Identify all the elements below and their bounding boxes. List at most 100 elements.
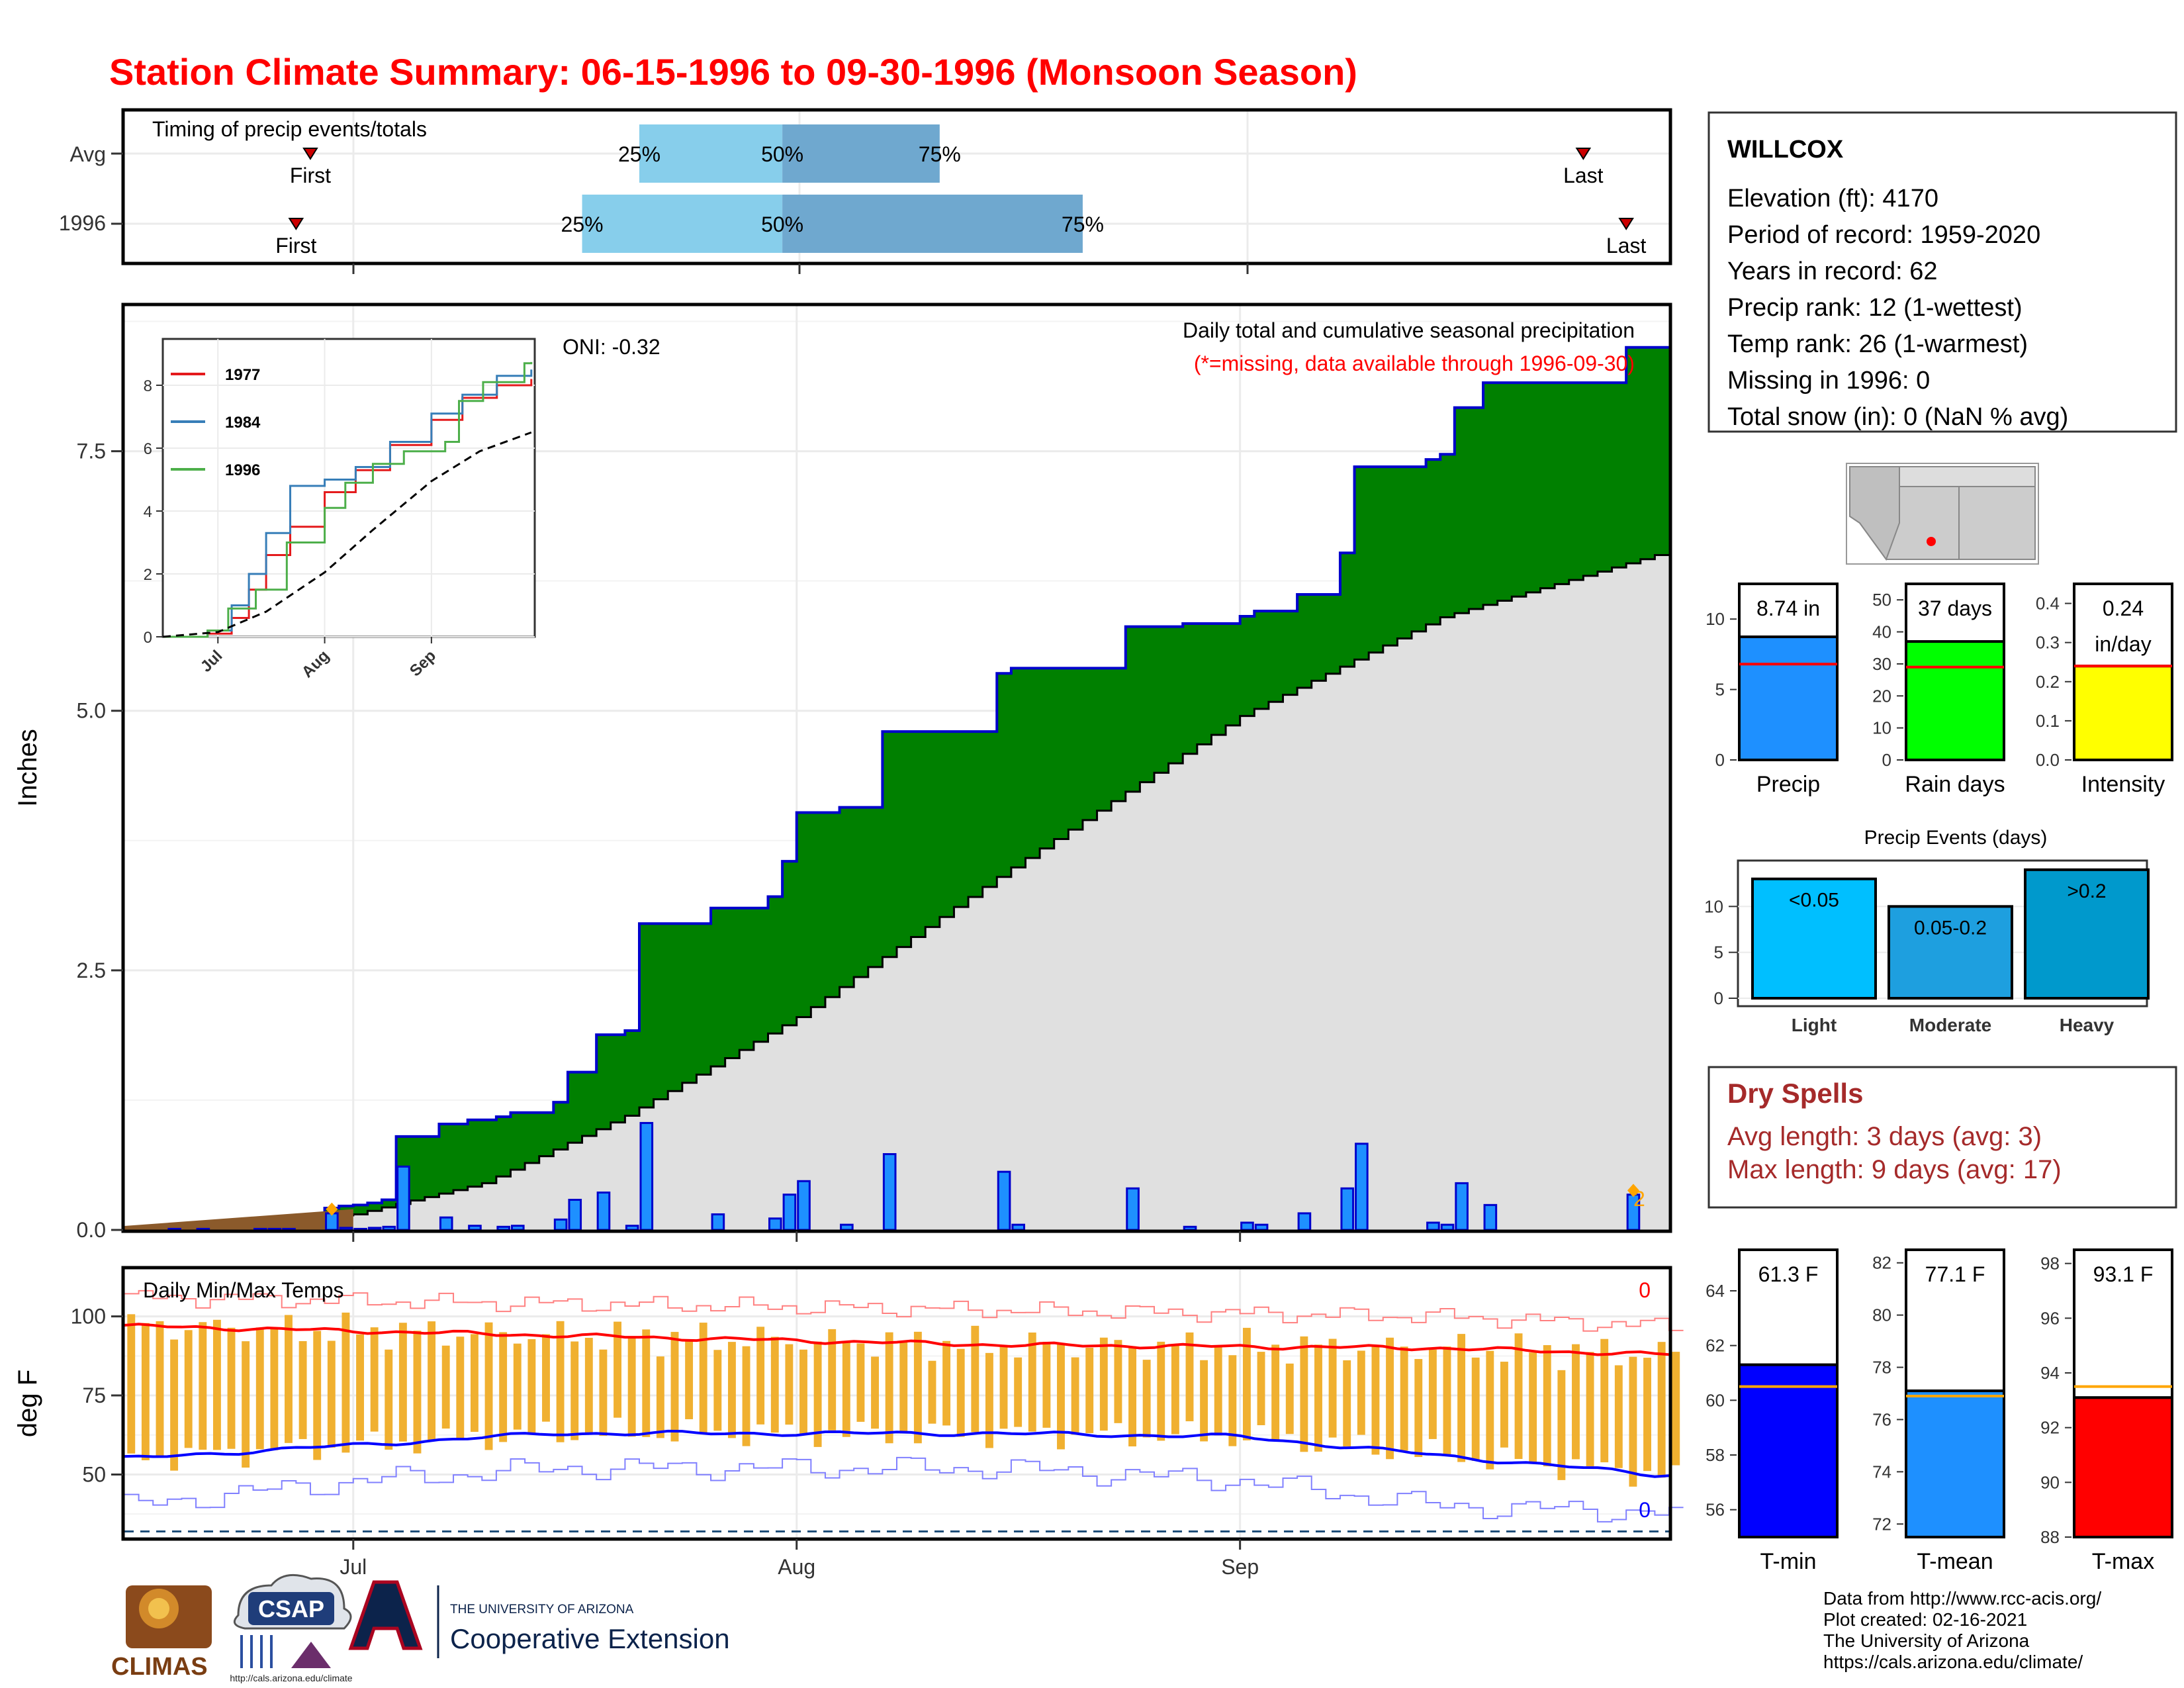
inset-y-tick-label: 0	[144, 629, 152, 647]
station-info-line: Missing in 1996: 0	[1727, 367, 1930, 395]
daily-temp-range-bar	[670, 1332, 679, 1442]
daily-precip-bar	[511, 1225, 525, 1231]
daily-temp-range-bar	[470, 1334, 478, 1432]
timing-q50-q75-bar	[782, 195, 1083, 253]
inset-legend-label: 1996	[225, 461, 260, 479]
event-bar-range: <0.05	[1789, 890, 1839, 912]
precip-y-label: Inches	[13, 729, 42, 807]
daily-temp-range-bar	[770, 1336, 779, 1433]
daily-temp-range-bar	[398, 1323, 407, 1442]
summary-value-label: 37 days	[1918, 596, 1992, 620]
ua-logo: THE UNIVERSITY OF ARIZONA Cooperative Ex…	[348, 1580, 730, 1658]
daily-temp-range-bar	[1343, 1360, 1351, 1447]
daily-precip-bar	[639, 1121, 654, 1231]
daily-temp-range-bar	[1142, 1360, 1151, 1438]
daily-temp-range-bar	[956, 1348, 965, 1437]
daily-temp-range-bar	[413, 1331, 422, 1454]
daily-temp-range-bar	[1214, 1346, 1222, 1436]
daily-temp-range-bar	[1171, 1344, 1179, 1434]
timing-pct-label: 25%	[561, 212, 604, 236]
temp-panel: Daily Min/Max Temps 0 0 deg F 50 75 100 Ju…	[13, 1231, 1684, 1579]
daily-temp-range-bar	[942, 1340, 951, 1426]
temp-missing-top: 0	[1639, 1278, 1651, 1302]
precip-events-panel: Precip Events (days) 0 5 10 <0.05 Light 0.05-…	[1704, 827, 2150, 1035]
climas-text: CLIMAS	[111, 1653, 208, 1681]
daily-temp-range-bar	[1586, 1352, 1594, 1467]
precip-y-tick-label: 7.5	[77, 440, 106, 463]
daily-temp-range-bar	[285, 1315, 293, 1443]
temp-summary-bar-label: T-min	[1760, 1549, 1817, 1574]
daily-temp-range-bar	[999, 1346, 1008, 1429]
temp-summary-bar	[2073, 1396, 2173, 1538]
summary-value-label: in/day	[2095, 632, 2151, 656]
first-event-marker	[288, 218, 304, 230]
summary-y-tick-label: 0.1	[2036, 711, 2060, 731]
first-event-marker	[302, 148, 318, 160]
daily-precip-bar	[325, 1212, 339, 1231]
last-event-marker	[1575, 148, 1592, 160]
temp-summary-bar-box	[2073, 1248, 2173, 1399]
daily-precip-bar	[439, 1216, 453, 1231]
daily-temp-range-bar	[899, 1341, 908, 1434]
event-bar-label: Light	[1792, 1015, 1837, 1035]
timing-pct-label: 75%	[919, 142, 961, 166]
daily-temp-range-bar	[1614, 1365, 1623, 1468]
inset-series-line	[163, 361, 533, 638]
avg-low-line	[124, 1429, 1670, 1478]
daily-temp-range-bar	[1500, 1362, 1508, 1448]
daily-temp-range-bar	[1099, 1337, 1108, 1431]
daily-temp-range-bar	[1386, 1337, 1394, 1460]
x-tick-label: Jul	[340, 1555, 367, 1579]
timing-frame	[121, 108, 1672, 265]
station-info-line: Precip rank: 12 (1-wettest)	[1727, 294, 2023, 322]
temp-y-label: deg F	[13, 1370, 42, 1437]
daily-temp-range-bar	[441, 1345, 450, 1429]
daily-temp-range-bar	[1514, 1333, 1523, 1459]
last-event-marker	[1618, 218, 1634, 230]
credits: Data from http://www.rcc-acis.org/ Plot …	[1823, 1588, 2101, 1672]
daily-temp-range-bar	[656, 1356, 664, 1438]
precip-panel: Daily total and cumulative seasonal prec…	[13, 303, 1672, 1242]
timing-q25-q50-bar	[639, 124, 783, 183]
summary-y-tick-label: 0.0	[2036, 750, 2060, 770]
dry-spells-box: Dry Spells Avg length: 3 days (avg: 3) M…	[1707, 1066, 2177, 1209]
events-y-tick-label: 5	[1714, 943, 1723, 962]
credit-line-4: https://cals.arizona.edu/climate/	[1823, 1652, 2083, 1672]
events-y-tick-label: 0	[1714, 988, 1723, 1008]
daily-precip-bar	[1340, 1187, 1355, 1231]
climas-logo: CLIMAS	[111, 1585, 212, 1681]
temp-summary-value-label: 61.3 F	[1758, 1262, 1819, 1286]
precip-y-tick-label: 2.5	[77, 959, 106, 982]
inset-legend-label: 1984	[225, 414, 261, 432]
daily-temp-range-bar	[1157, 1341, 1165, 1441]
station-info-line: Total snow (in): 0 (NaN % avg)	[1727, 403, 2068, 431]
event-bar	[2024, 868, 2150, 1000]
event-bar-range: >0.2	[2067, 880, 2106, 902]
temp-summary-y-tick-label: 78	[1872, 1358, 1891, 1378]
summary-value-label: 0.24	[2103, 596, 2144, 620]
summary-bar-label: Precip	[1756, 772, 1820, 797]
summary-y-tick-label: 5	[1715, 680, 1725, 700]
daily-temp-range-bar	[199, 1322, 207, 1450]
temp-summary-y-tick-label: 74	[1872, 1462, 1891, 1481]
summary-y-tick-label: 0.2	[2036, 672, 2060, 692]
daily-temp-range-bar	[1457, 1334, 1466, 1462]
daily-temp-range-bar	[1228, 1355, 1237, 1446]
daily-temp-range-bar	[985, 1352, 993, 1448]
station-info-line: Elevation (ft): 4170	[1727, 185, 1938, 212]
credit-line-1: Data from http://www.rcc-acis.org/	[1823, 1588, 2101, 1609]
timing-title: Timing of precip events/totals	[152, 117, 427, 141]
daily-precip-bar	[396, 1165, 410, 1231]
timing-panel: 25% 50% 75% First Last 25% 50% 75% First Last Tim…	[59, 108, 1672, 274]
daily-temp-range-bar	[298, 1340, 307, 1439]
daily-temp-range-bar	[1486, 1350, 1494, 1470]
timing-q50-q75-bar	[782, 124, 940, 183]
daily-temp-range-bar	[971, 1325, 979, 1432]
temp-summary-value-label: 77.1 F	[1925, 1262, 1985, 1286]
summary-bars: 8.74 in 0 5 10 Precip 37 days 0 10 20 30 40 50 Rain …	[1706, 583, 2173, 797]
daily-temp-range-bar	[642, 1329, 651, 1437]
daily-temp-range-bar	[556, 1321, 565, 1442]
ua-small-text: THE UNIVERSITY OF ARIZONA	[450, 1603, 634, 1617]
daily-temp-range-bar	[170, 1339, 179, 1471]
